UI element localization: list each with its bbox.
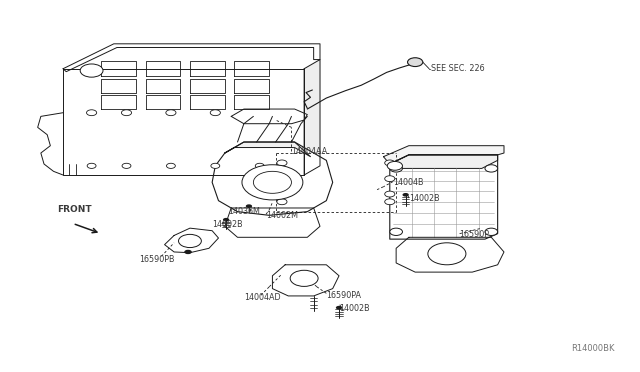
Polygon shape <box>164 228 218 253</box>
Circle shape <box>390 165 403 172</box>
Circle shape <box>86 110 97 116</box>
Circle shape <box>277 191 287 197</box>
Polygon shape <box>101 61 136 76</box>
Polygon shape <box>145 79 180 93</box>
Polygon shape <box>145 95 180 109</box>
Circle shape <box>485 228 498 235</box>
Polygon shape <box>234 95 269 109</box>
Circle shape <box>211 163 220 169</box>
Polygon shape <box>231 109 307 124</box>
Text: 14002B: 14002B <box>409 194 440 203</box>
Text: 14004AA: 14004AA <box>291 147 328 156</box>
Circle shape <box>387 161 403 170</box>
Circle shape <box>277 160 287 166</box>
Circle shape <box>223 218 229 222</box>
Text: 14002B: 14002B <box>339 304 370 313</box>
Polygon shape <box>390 155 498 169</box>
Circle shape <box>290 270 318 286</box>
Text: 14002M: 14002M <box>266 211 298 220</box>
Circle shape <box>390 228 403 235</box>
Polygon shape <box>63 44 320 72</box>
Polygon shape <box>273 265 339 296</box>
Polygon shape <box>304 60 320 175</box>
Polygon shape <box>190 61 225 76</box>
Polygon shape <box>101 95 136 109</box>
Circle shape <box>336 306 342 310</box>
Text: FRONT: FRONT <box>57 205 92 214</box>
Circle shape <box>80 64 103 77</box>
Text: 14004B: 14004B <box>393 178 424 187</box>
Circle shape <box>403 193 409 197</box>
Circle shape <box>485 165 498 172</box>
Polygon shape <box>396 237 504 272</box>
Circle shape <box>385 191 395 197</box>
Polygon shape <box>190 95 225 109</box>
Polygon shape <box>225 142 310 157</box>
Polygon shape <box>190 79 225 93</box>
Circle shape <box>255 163 264 169</box>
Circle shape <box>385 199 395 205</box>
Circle shape <box>385 176 395 182</box>
Polygon shape <box>390 155 498 239</box>
Circle shape <box>277 199 287 205</box>
Polygon shape <box>212 142 333 215</box>
Text: 16590PB: 16590PB <box>139 255 175 264</box>
Polygon shape <box>101 79 136 93</box>
Circle shape <box>184 250 192 254</box>
Circle shape <box>166 163 175 169</box>
Polygon shape <box>63 69 304 175</box>
Text: 14002B: 14002B <box>212 220 243 229</box>
Polygon shape <box>145 61 180 76</box>
Polygon shape <box>383 146 504 164</box>
Circle shape <box>428 243 466 265</box>
Polygon shape <box>234 79 269 93</box>
Text: R14000BK: R14000BK <box>572 344 615 353</box>
Circle shape <box>122 110 132 116</box>
Circle shape <box>87 163 96 169</box>
Polygon shape <box>38 69 63 175</box>
Circle shape <box>211 110 220 116</box>
Text: 14036M: 14036M <box>228 207 260 216</box>
Circle shape <box>385 160 395 166</box>
Text: SEE SEC. 226: SEE SEC. 226 <box>431 64 484 73</box>
Text: 16590P: 16590P <box>460 230 490 239</box>
Circle shape <box>242 165 303 200</box>
Circle shape <box>179 234 202 247</box>
Polygon shape <box>234 61 269 76</box>
Circle shape <box>408 58 423 67</box>
Circle shape <box>122 163 131 169</box>
Polygon shape <box>225 208 320 237</box>
Text: 14004AD: 14004AD <box>244 293 280 302</box>
Circle shape <box>253 171 291 193</box>
Circle shape <box>166 110 176 116</box>
Circle shape <box>277 176 287 182</box>
Text: 16590PA: 16590PA <box>326 291 362 301</box>
Circle shape <box>246 204 252 208</box>
